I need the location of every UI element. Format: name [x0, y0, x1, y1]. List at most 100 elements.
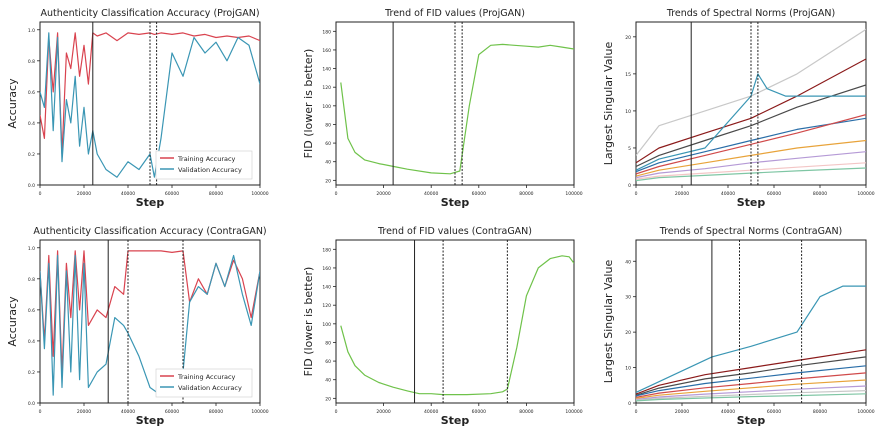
y-tick-label: 0.6 [28, 90, 35, 96]
y-tick-label: 160 [322, 266, 331, 272]
series-line-0 [636, 285, 866, 393]
series-line-9 [636, 167, 866, 182]
y-tick-label: 0.2 [28, 370, 35, 376]
y-tick-label: 100 [322, 322, 331, 328]
x-axis-label: Step [441, 196, 470, 209]
x-axis-label: Step [136, 196, 165, 209]
y-tick-label: 80 [325, 340, 331, 346]
y-tick-label: 0.4 [28, 339, 35, 345]
y-axis-label: FID (lower is better) [302, 267, 315, 377]
x-tick-label: 20000 [675, 191, 689, 197]
acc-contragan-chart: Authenticity Classification Accuracy (Co… [6, 226, 269, 426]
y-tick-label: 120 [322, 303, 331, 309]
x-tick-label: 0 [335, 409, 338, 415]
y-tick-label: 1.0 [28, 28, 35, 34]
series-line-2 [636, 356, 866, 396]
legend-label: Training Accuracy [177, 373, 236, 381]
series-line-7 [636, 151, 866, 179]
y-tick-label: 0.0 [28, 183, 35, 189]
chart-title: Trend of FID values (ProjGAN) [384, 8, 525, 19]
x-tick-label: 60000 [767, 191, 781, 197]
legend: Training Accuracy Validation Accuracy [155, 150, 253, 180]
x-tick-label: 100000 [565, 191, 582, 197]
series-group [40, 32, 260, 178]
series-line-0 [636, 28, 866, 156]
y-tick-label: 10 [625, 109, 631, 115]
x-tick-label: 80000 [209, 409, 223, 415]
x-tick-label: 100000 [565, 409, 582, 415]
x-tick-label: 40000 [121, 191, 135, 197]
series-line-5 [636, 114, 866, 175]
y-tick-label: 20 [625, 35, 631, 41]
x-tick-label: 40000 [721, 409, 735, 415]
y-tick-label: 60 [325, 359, 331, 365]
fid-contragan-chart: Trend of FID values (ContraGAN) 0 20000 400… [302, 226, 583, 426]
series-line-1 [40, 32, 260, 178]
x-tick-label: 0 [39, 191, 42, 197]
x-tick-label: 80000 [519, 409, 533, 415]
legend-label: Training Accuracy [177, 155, 236, 163]
x-tick-label: 80000 [813, 191, 827, 197]
legend-box [155, 150, 253, 180]
y-tick-label: 0.8 [28, 277, 35, 283]
series-line-3 [636, 73, 866, 171]
x-tick-label: 20000 [675, 409, 689, 415]
x-tick-label: 40000 [121, 409, 135, 415]
series-line-7 [636, 390, 866, 401]
series-line-1 [40, 254, 260, 396]
x-tick-label: 60000 [472, 191, 486, 197]
y-axis-label: Accuracy [6, 296, 19, 347]
x-tick-label: 40000 [424, 191, 438, 197]
series-line-5 [636, 379, 866, 399]
plot-frame [39, 239, 261, 404]
fid-projgan-chart: Trend of FID values (ProjGAN) 0 20000 40000… [302, 8, 583, 209]
y-tick-label: 0.4 [28, 121, 35, 127]
plot-frame [335, 239, 575, 404]
y-tick-label: 15 [625, 72, 631, 78]
y-tick-label: 20 [325, 396, 331, 402]
x-tick-label: 60000 [472, 409, 486, 415]
series-line-0 [340, 255, 574, 396]
y-tick-label: 80 [325, 122, 331, 128]
y-tick-label: 100 [322, 104, 331, 110]
y-axis-label: Accuracy [6, 78, 19, 129]
legend-label: Validation Accuracy [178, 166, 242, 174]
x-tick-label: 0 [39, 409, 42, 415]
x-tick-label: 100000 [857, 191, 874, 197]
series-line-8 [636, 393, 866, 402]
acc-projgan-chart: Authenticity Classification Accuracy (Pr… [6, 8, 269, 209]
x-tick-label: 0 [335, 191, 338, 197]
x-axis-label: Step [737, 414, 766, 426]
x-tick-label: 0 [635, 191, 638, 197]
y-tick-label: 20 [625, 330, 631, 336]
x-tick-label: 60000 [165, 409, 179, 415]
chart-title: Trends of Spectral Norms (ProjGAN) [666, 8, 835, 19]
series-line-4 [636, 372, 866, 398]
series-line-4 [636, 117, 866, 173]
y-tick-label: 0.8 [28, 59, 35, 65]
x-axis-label: Step [441, 414, 470, 426]
chart-title: Authenticity Classification Accuracy (Co… [33, 226, 266, 237]
y-tick-label: 0.0 [28, 401, 35, 407]
chart-title: Trend of FID values (ContraGAN) [377, 226, 532, 237]
y-axis-label: Largest Singular Value [602, 42, 615, 166]
y-tick-label: 180 [322, 29, 331, 35]
series-line-6 [636, 139, 866, 177]
series-group [636, 28, 866, 182]
x-tick-label: 20000 [77, 409, 91, 415]
y-tick-label: 0.2 [28, 152, 35, 158]
legend: Training Accuracy Validation Accuracy [155, 368, 253, 398]
sn-contragan-chart: Trends of Spectral Norms (ContraGAN)0 200… [602, 226, 875, 426]
series-line-1 [636, 58, 866, 164]
series-line-0 [340, 43, 574, 175]
x-tick-label: 40000 [721, 191, 735, 197]
series-group [636, 285, 866, 402]
y-tick-label: 60 [325, 141, 331, 147]
x-tick-label: 20000 [376, 191, 390, 197]
y-tick-label: 0 [628, 183, 631, 189]
y-tick-label: 40 [625, 259, 631, 265]
x-tick-label: 20000 [77, 191, 91, 197]
y-tick-label: 30 [625, 295, 631, 301]
